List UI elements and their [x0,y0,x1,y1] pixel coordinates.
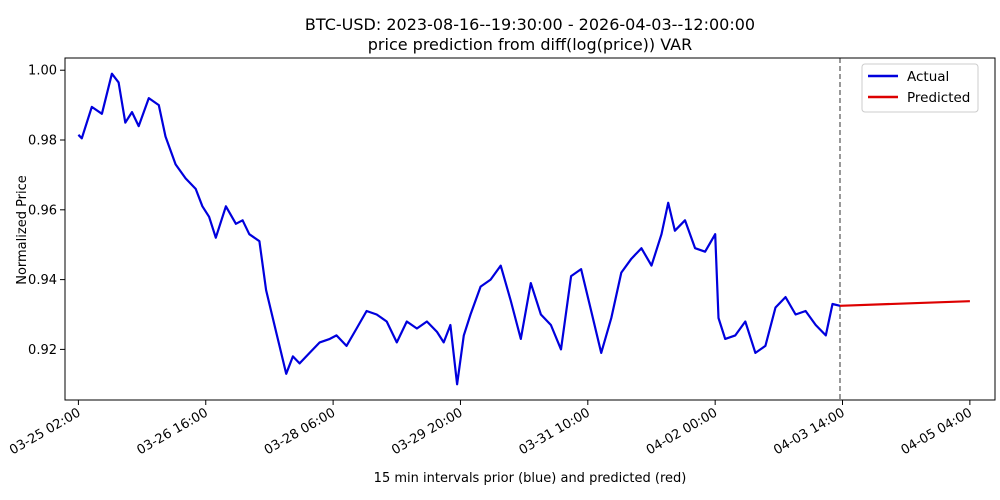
x-tick-label: 03-28 06:00 [262,405,338,458]
series-line-predicted [839,300,970,307]
x-tick-label: 04-03 14:00 [771,405,847,458]
legend: Actual Predicted [861,63,979,113]
series-line-actual [77,72,841,386]
legend-label-actual: Actual [907,69,949,85]
y-tick-label: 0.92 [28,343,57,358]
x-axis-label: 15 min intervals prior (blue) and predic… [374,471,687,486]
plot-frame [64,57,996,401]
y-tick-label: 1.00 [28,64,57,79]
chart-title: BTC-USD: 2023-08-16--19:30:00 - 2026-04-… [305,15,755,34]
x-tick-label: 03-26 16:00 [135,405,211,458]
x-tick-label: 03-25 02:00 [7,405,83,458]
x-tick-label: 03-31 10:00 [517,405,593,458]
chart-subtitle: price prediction from diff(log(price)) V… [368,35,692,54]
y-axis-label: Normalized Price [15,175,30,285]
legend-label-predicted: Predicted [907,90,970,106]
x-tick-label: 04-05 04:00 [899,405,975,458]
y-tick-label: 0.94 [28,273,57,288]
plot-area: 0.92 0.94 0.96 0.98 1.00 03-25 02:00 03-26 16:… [7,57,996,458]
y-tick-label: 0.96 [28,203,57,218]
x-tick-label: 03-29 20:00 [389,405,465,458]
y-tick-label: 0.98 [28,134,57,149]
x-tick-label: 04-02 00:00 [644,405,720,458]
